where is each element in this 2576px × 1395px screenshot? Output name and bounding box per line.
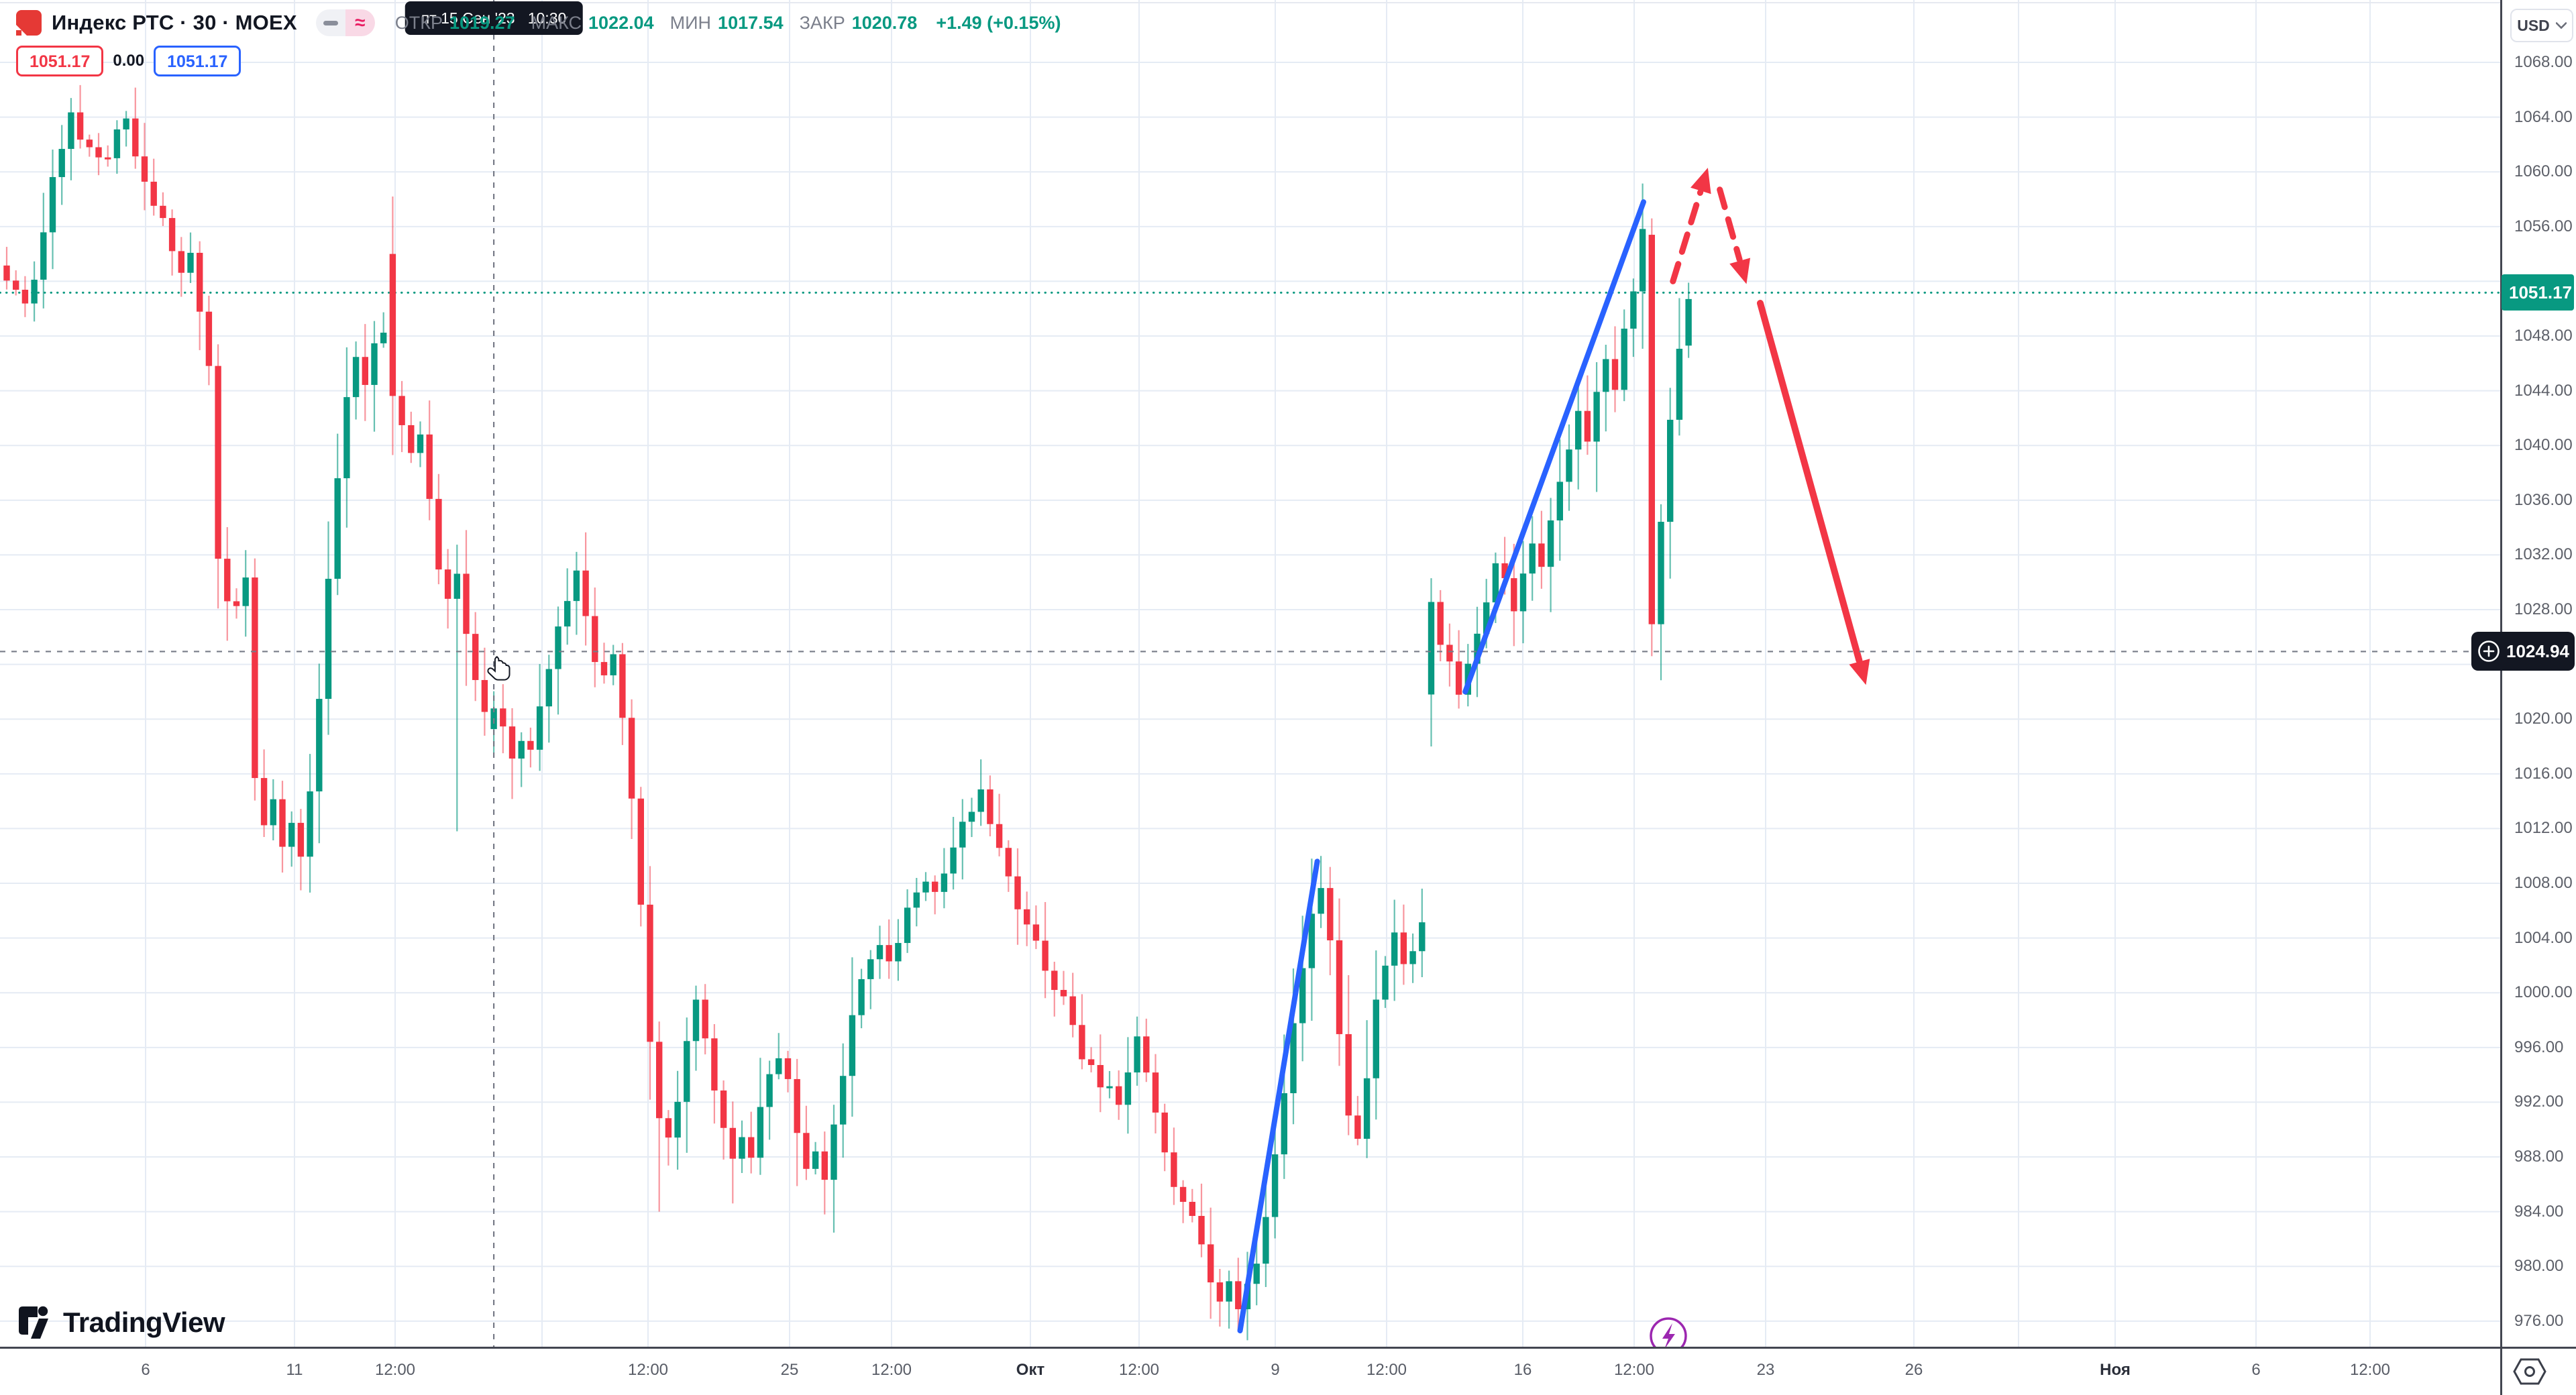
price-tick: 996.00 bbox=[2514, 1038, 2564, 1056]
axis-corner bbox=[2500, 1347, 2576, 1395]
crosshair bbox=[0, 0, 2500, 1347]
time-axis[interactable]: 6 11 12:00 12:00 25 12:00 Окт 12:00 9 12:00 16 12:0… bbox=[0, 1347, 2500, 1395]
time-tick: 11 bbox=[286, 1361, 303, 1379]
mouse-hand-cursor bbox=[487, 656, 511, 681]
hide-indicator-button[interactable] bbox=[315, 9, 345, 36]
event-lightning-marker[interactable] bbox=[1650, 1317, 1687, 1347]
price-tick: 984.00 bbox=[2514, 1202, 2564, 1221]
similar-wave-button[interactable]: ≈ bbox=[345, 9, 375, 36]
arrow-2-dashed[interactable] bbox=[1717, 186, 1751, 284]
open-label: ОТКР bbox=[394, 12, 443, 33]
price-tick: 1032.00 bbox=[2514, 545, 2573, 564]
wave-icon: ≈ bbox=[355, 12, 366, 33]
price-line-widget: 1051.17 0.00 1051.17 bbox=[16, 46, 1061, 76]
time-tick: 12:00 bbox=[1366, 1361, 1407, 1379]
symbol-logo-icon bbox=[16, 10, 42, 36]
crosshair-time-tooltip: пт 15 Сен '23 10:30 bbox=[405, 1, 583, 35]
price-tick: 980.00 bbox=[2514, 1257, 2564, 1276]
price-tick: 1068.00 bbox=[2514, 53, 2573, 72]
price-tick: 1020.00 bbox=[2514, 710, 2573, 728]
time-tick: 12:00 bbox=[374, 1361, 416, 1379]
time-tick: 12:00 bbox=[1613, 1361, 1655, 1379]
arrow-1-dashed[interactable] bbox=[1670, 168, 1711, 284]
price-tick: 1028.00 bbox=[2514, 600, 2573, 619]
price-tick: 1060.00 bbox=[2514, 162, 2573, 181]
time-tick: 12:00 bbox=[871, 1361, 912, 1379]
open-value: 1019.27 bbox=[449, 12, 515, 33]
price-tick: 1012.00 bbox=[2514, 819, 2573, 838]
time-tick: 12:00 bbox=[627, 1361, 669, 1379]
chevron-down-icon bbox=[2555, 22, 2567, 29]
legend-symbol-row: Индекс РТС · 30 · MOEX ≈ ОТКР 1019.27 МА… bbox=[16, 8, 1061, 38]
legend-quick-actions: ≈ bbox=[315, 9, 375, 36]
price-tick: 1056.00 bbox=[2514, 217, 2573, 235]
symbol-title[interactable]: Индекс РТС · 30 · MOEX bbox=[52, 11, 297, 34]
price-tick: 976.00 bbox=[2514, 1311, 2564, 1330]
price-tick: 1064.00 bbox=[2514, 107, 2573, 126]
change-value: +1.49 (+0.15%) bbox=[936, 12, 1061, 33]
time-tick: Ноя bbox=[2100, 1361, 2131, 1379]
low-label: МИН bbox=[669, 12, 712, 33]
crosshair-price-label[interactable]: 1024.94 bbox=[2471, 632, 2575, 671]
scales-visibility-icon[interactable] bbox=[2512, 1357, 2548, 1386]
trendline-2[interactable] bbox=[1462, 199, 1646, 695]
add-alert-plus-icon[interactable] bbox=[2477, 639, 2501, 663]
grid-lines bbox=[0, 0, 2500, 1347]
currency-label: USD bbox=[2517, 16, 2550, 34]
time-tick: 23 bbox=[1756, 1361, 1775, 1379]
legend: Индекс РТС · 30 · MOEX ≈ ОТКР 1019.27 МА… bbox=[16, 8, 1061, 76]
ohlc-readout: ОТКР 1019.27 МАКС 1022.04 МИН 1017.54 ЗА… bbox=[395, 13, 1061, 34]
tradingview-watermark[interactable]: TradingView bbox=[17, 1305, 225, 1340]
candlestick-chart[interactable] bbox=[0, 0, 2500, 1347]
sell-price-pill[interactable]: 1051.17 bbox=[16, 46, 104, 76]
price-tick: 1048.00 bbox=[2514, 327, 2573, 345]
dash-icon bbox=[323, 20, 338, 25]
pane-top-divider bbox=[0, 2, 2500, 3]
candles-layer[interactable] bbox=[3, 85, 1692, 1341]
time-tick: Окт bbox=[1016, 1361, 1045, 1379]
close-label: ЗАКР bbox=[799, 12, 845, 33]
price-tick: 1000.00 bbox=[2514, 983, 2573, 1002]
price-tick: 992.00 bbox=[2514, 1093, 2564, 1111]
arrow-3-solid[interactable] bbox=[1756, 300, 1870, 685]
price-tick: 1044.00 bbox=[2514, 381, 2573, 400]
trendline-1[interactable] bbox=[1237, 858, 1320, 1334]
price-tick: 1040.00 bbox=[2514, 436, 2573, 455]
quantity-label: 0.00 bbox=[113, 52, 145, 70]
chart-pane[interactable]: Индекс РТС · 30 · MOEX ≈ ОТКР 1019.27 МА… bbox=[0, 0, 2500, 1347]
price-tick: 1008.00 bbox=[2514, 874, 2573, 893]
crosshair-price-value: 1024.94 bbox=[2506, 640, 2569, 661]
price-axis[interactable]: USD 1068.001064.001060.001056.001052.001… bbox=[2500, 0, 2576, 1347]
time-tick: 25 bbox=[780, 1361, 799, 1379]
time-tick: 12:00 bbox=[1118, 1361, 1160, 1379]
low-value: 1017.54 bbox=[718, 12, 784, 33]
price-tick: 1016.00 bbox=[2514, 764, 2573, 783]
currency-toggle-button[interactable]: USD bbox=[2510, 9, 2573, 42]
time-tick: 12:00 bbox=[2349, 1361, 2391, 1379]
drawing-annotations[interactable] bbox=[1237, 168, 1870, 1334]
tradingview-logo-icon bbox=[19, 1306, 48, 1339]
last-price-label: 1051.17 bbox=[2502, 274, 2574, 311]
time-tick: 6 bbox=[2251, 1361, 2261, 1379]
high-value: 1022.04 bbox=[588, 12, 654, 33]
high-label: МАКС bbox=[531, 12, 582, 33]
price-tick: 1004.00 bbox=[2514, 928, 2573, 947]
buy-price-pill[interactable]: 1051.17 bbox=[154, 46, 241, 76]
price-tick: 1036.00 bbox=[2514, 490, 2573, 509]
time-tick: 9 bbox=[1271, 1361, 1280, 1379]
time-tick: 16 bbox=[1513, 1361, 1532, 1379]
time-tick: 6 bbox=[141, 1361, 150, 1379]
close-value: 1020.78 bbox=[851, 12, 918, 33]
price-tick: 988.00 bbox=[2514, 1148, 2564, 1166]
watermark-text: TradingView bbox=[63, 1306, 225, 1338]
time-tick: 26 bbox=[1904, 1361, 1923, 1379]
